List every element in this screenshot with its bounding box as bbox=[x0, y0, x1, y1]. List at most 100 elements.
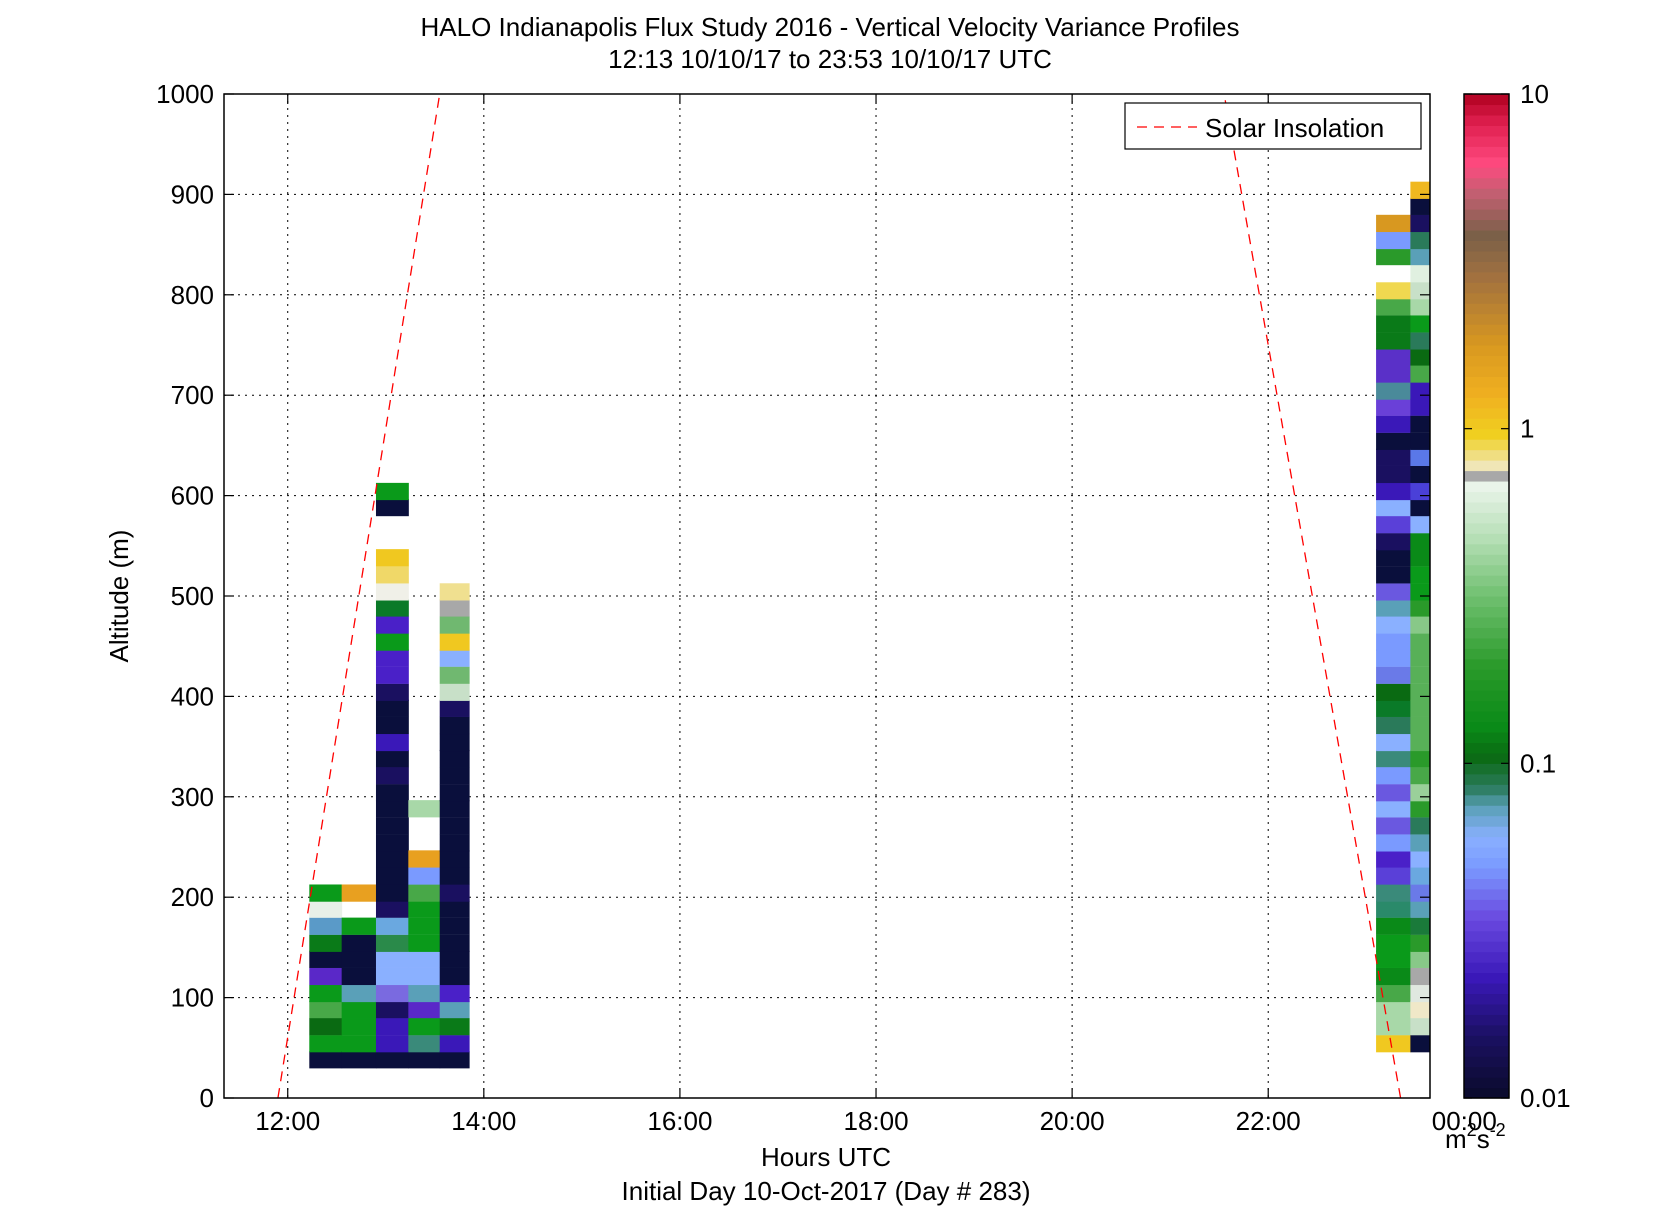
heatmap-cell-5-39 bbox=[1376, 382, 1411, 400]
heatmap-cell-0-2 bbox=[309, 1018, 343, 1036]
colorbar-unit: m2s-2 bbox=[1445, 1120, 1506, 1154]
heatmap-cell-5-15 bbox=[1376, 784, 1411, 802]
colorbar-band-95 bbox=[1464, 94, 1509, 106]
heatmap-cell-6-28 bbox=[1410, 566, 1430, 584]
heatmap-cell-6-11 bbox=[1410, 850, 1430, 868]
heatmap-cell-5-12 bbox=[1376, 834, 1411, 852]
heatmap-cell-2-15 bbox=[375, 800, 409, 818]
heatmap-cell-3-12 bbox=[408, 850, 441, 868]
heatmap-cell-6-27 bbox=[1410, 583, 1430, 601]
heatmap-cell-1-0 bbox=[341, 1051, 377, 1069]
colorbar-band-57 bbox=[1464, 491, 1509, 503]
heatmap-cell-1-4 bbox=[341, 984, 377, 1003]
heatmap-cell-5-17 bbox=[1376, 749, 1411, 768]
heatmap-cell-5-43 bbox=[1376, 315, 1411, 333]
heatmap-cell-4-24 bbox=[439, 649, 470, 667]
heatmap-cell-4-7 bbox=[439, 934, 470, 952]
heatmap-cell-0-4 bbox=[309, 984, 343, 1003]
heatmap-cell-2-11 bbox=[375, 867, 409, 885]
heatmap-cell-6-5 bbox=[1410, 950, 1430, 968]
heatmap-cell-6-12 bbox=[1410, 834, 1430, 852]
colorbar-band-4 bbox=[1464, 1045, 1509, 1057]
heatmap-cell-3-0 bbox=[408, 1051, 441, 1069]
heatmap-cell-6-1 bbox=[1410, 1018, 1430, 1036]
heatmap-cell-5-14 bbox=[1376, 800, 1411, 818]
colorbar-band-44 bbox=[1464, 627, 1509, 639]
heatmap-cell-6-8 bbox=[1410, 900, 1430, 918]
heatmap-cell-6-16 bbox=[1410, 767, 1430, 785]
heatmap-cell-5-40 bbox=[1376, 365, 1411, 383]
y-tick-label-7: 700 bbox=[171, 380, 214, 410]
colorbar-band-40 bbox=[1464, 669, 1509, 681]
x-tick-label-4: 20:00 bbox=[1040, 1106, 1105, 1136]
heatmap-cell-2-21 bbox=[375, 699, 409, 717]
heatmap-cell-2-22 bbox=[375, 683, 409, 701]
colorbar-band-8 bbox=[1464, 1003, 1509, 1015]
heatmap-cell-4-28 bbox=[439, 583, 470, 601]
heatmap-cell-6-0 bbox=[1410, 1035, 1430, 1053]
heatmap-cell-0-3 bbox=[309, 1000, 343, 1019]
heatmap-cell-6-43 bbox=[1410, 315, 1430, 333]
heatmap-cell-5-7 bbox=[1376, 917, 1411, 935]
colorbar-band-34 bbox=[1464, 731, 1509, 744]
colorbar-band-41 bbox=[1464, 658, 1509, 670]
colorbar-band-39 bbox=[1464, 679, 1509, 691]
colorbar-band-29 bbox=[1464, 784, 1509, 796]
colorbar-band-66 bbox=[1464, 397, 1509, 409]
colorbar-band-51 bbox=[1464, 554, 1509, 566]
colorbar-band-72 bbox=[1464, 334, 1509, 346]
heatmap-cell-4-6 bbox=[439, 950, 470, 968]
colorbar-band-22 bbox=[1464, 857, 1509, 869]
heatmap-cell-4-12 bbox=[439, 850, 470, 868]
heatmap-cell-6-37 bbox=[1410, 415, 1430, 433]
heatmap-cell-6-13 bbox=[1410, 817, 1430, 835]
colorbar-band-58 bbox=[1464, 480, 1509, 493]
heatmap-cell-2-6 bbox=[375, 950, 409, 968]
heatmap-cell-3-11 bbox=[408, 867, 441, 885]
y-tick-label-9: 900 bbox=[171, 179, 214, 209]
legend: Solar Insolation bbox=[1124, 102, 1422, 150]
heatmap-cell-6-36 bbox=[1410, 432, 1430, 450]
colorbar-band-62 bbox=[1464, 439, 1509, 451]
heatmap-cell-5-3 bbox=[1376, 984, 1411, 1003]
heatmap-cell-4-18 bbox=[439, 749, 470, 768]
heatmap-cell-5-33 bbox=[1376, 482, 1411, 501]
colorbar-band-32 bbox=[1464, 752, 1509, 764]
heatmap-cell-6-29 bbox=[1410, 549, 1430, 567]
heatmap-cell-6-46 bbox=[1410, 265, 1430, 283]
heatmap-cell-6-25 bbox=[1410, 616, 1430, 634]
colorbar-tick-label-1: 0.1 bbox=[1520, 748, 1556, 778]
y-tick-label-6: 600 bbox=[171, 481, 214, 511]
heatmap-cell-5-36 bbox=[1376, 432, 1411, 450]
heatmap-cell-4-10 bbox=[439, 884, 470, 902]
colorbar-band-10 bbox=[1464, 982, 1509, 995]
heatmap-cell-5-11 bbox=[1376, 850, 1411, 868]
heatmap-cell-2-10 bbox=[375, 884, 409, 902]
colorbar-band-6 bbox=[1464, 1024, 1509, 1036]
heatmap-cell-4-22 bbox=[439, 683, 470, 701]
colorbar-band-26 bbox=[1464, 815, 1509, 827]
heatmap-cell-6-33 bbox=[1410, 482, 1430, 501]
heatmap-cell-6-23 bbox=[1410, 649, 1430, 667]
colorbar-band-70 bbox=[1464, 355, 1509, 367]
colorbar-band-25 bbox=[1464, 826, 1509, 838]
heatmap-cell-6-39 bbox=[1410, 382, 1430, 400]
heatmap-cell-5-16 bbox=[1376, 767, 1411, 785]
heatmap-cell-4-3 bbox=[439, 1000, 470, 1019]
heatmap-cell-5-28 bbox=[1376, 566, 1411, 584]
heatmap-cell-3-9 bbox=[408, 900, 441, 918]
colorbar-band-48 bbox=[1464, 585, 1509, 597]
heatmap-cell-6-10 bbox=[1410, 867, 1430, 885]
heatmap-cell-2-31 bbox=[375, 498, 409, 517]
colorbar-band-9 bbox=[1464, 993, 1509, 1005]
colorbar-band-93 bbox=[1464, 114, 1509, 126]
heatmap-cell-0-10 bbox=[309, 884, 343, 902]
colorbar-band-92 bbox=[1464, 125, 1509, 137]
heatmap-cell-5-20 bbox=[1376, 699, 1411, 717]
heatmap-cell-1-8 bbox=[341, 917, 377, 935]
heatmap-cell-3-13 bbox=[408, 800, 441, 818]
heatmap-cell-2-0 bbox=[375, 1051, 409, 1069]
heatmap-cell-2-8 bbox=[375, 917, 409, 935]
colorbar-tick-label-3: 10 bbox=[1520, 79, 1549, 109]
colorbar-band-37 bbox=[1464, 700, 1509, 712]
